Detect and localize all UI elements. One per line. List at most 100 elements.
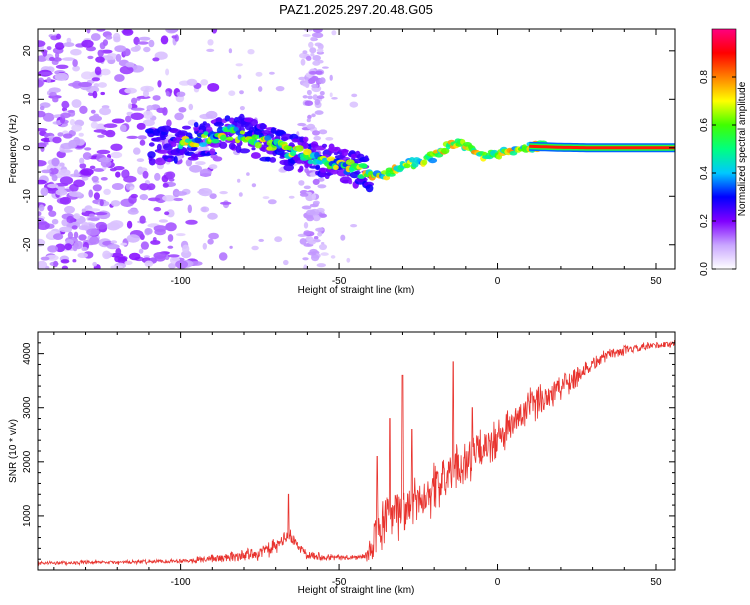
noise-blob [162,195,176,202]
noise-blob [131,97,138,105]
noise-blob [53,233,64,241]
ridge-halo-blob [213,121,225,127]
noise-blob [109,220,124,229]
noise-blob [95,123,107,131]
noise-blob [47,245,58,253]
ridge-blob [193,143,200,148]
snr-xtick-label: -100 [171,577,191,588]
noise-blob [139,194,148,201]
noise-blob [87,217,100,221]
snr-ytick-label: 1000 [22,504,33,527]
noise-blob [306,89,312,96]
noise-blob [144,228,153,235]
colorbar-gradient [711,28,737,270]
noise-blob [64,205,75,214]
noise-blob [316,263,326,268]
noise-blob [119,65,134,75]
noise-blob [158,219,168,223]
ridge-halo-blob [250,119,258,127]
colorbar-label: Normalized spectral amplitude [737,81,748,216]
noise-blob [246,172,250,176]
noise-blob [310,52,315,57]
noise-blob [340,234,346,241]
noise-blob [305,55,312,61]
noise-blob [167,245,174,249]
noise-blob [73,213,81,220]
noise-blob [165,29,178,34]
noise-blob [237,74,242,80]
noise-blob [59,196,72,205]
noise-blob [162,183,169,188]
snr-ytick-label: 3000 [22,396,33,419]
ridge-halo-blob [348,179,353,185]
noise-blob [59,149,73,153]
noise-blob [115,53,122,62]
noise-blob [38,238,46,247]
noise-blob [88,213,95,218]
noise-blob [251,183,257,188]
noise-blob [316,95,325,100]
ridge-halo-blob [156,143,162,152]
noise-blob [138,248,144,254]
ridge-halo-blob [154,157,166,166]
noise-blob [51,157,60,167]
noise-blob [71,225,78,230]
snr-axes: -100 -50 0 50 1000 2000 3000 4000 [22,331,675,588]
noise-blob [312,130,320,136]
noise-blob [105,35,113,40]
noise-blob [55,189,68,196]
noise-blob [208,232,220,240]
noise-blob [111,118,125,124]
noise-blob [302,95,308,99]
noise-blob [157,80,162,88]
ridge-halo-blob [162,155,174,159]
noise-blob [174,191,187,196]
noise-blob [207,212,218,220]
noise-blob [114,74,125,82]
ridge-halo-blob [260,146,268,153]
noise-blob [307,95,313,100]
noise-blob [40,144,45,152]
noise-blob [351,93,358,98]
spectrogram-xtick-label: -50 [332,276,347,287]
ridge-halo-blob [157,149,169,154]
ridge-halo-blob [364,155,369,162]
noise-blob [92,261,98,267]
noise-blob [61,219,68,227]
noise-blob [62,102,70,109]
noise-blob [109,168,117,172]
noise-blob [93,113,100,119]
noise-blob [87,55,94,60]
noise-blob [311,33,319,38]
ridge-halo-blob [170,141,177,148]
spectrogram-xtick-label: 0 [495,276,501,287]
noise-blob [110,200,121,207]
noise-blob [350,224,358,228]
noise-blob [153,207,162,212]
ridge-blob [251,134,259,140]
ridge-halo-blob [148,158,156,166]
ridge-blob [264,135,272,142]
noise-blob [140,241,149,250]
ridge-blob [509,150,518,156]
noise-blob [174,112,184,121]
noise-blob [255,71,263,77]
snr-xtick-label: 0 [495,577,501,588]
noise-blob [306,123,316,130]
noise-blob [90,109,96,114]
noise-blob [40,256,50,261]
ridge-blob [403,163,411,169]
noise-blob [89,165,96,170]
noise-blob [90,121,98,129]
ridge-blob [198,142,207,148]
noise-blob [81,208,86,213]
ridge-blob [203,131,209,136]
noise-blob [247,49,255,55]
noise-blob [349,101,359,108]
noise-blob [202,242,207,250]
noise-blob [53,260,59,268]
noise-blob [219,191,228,195]
noise-blob [185,159,193,167]
noise-blob [133,147,141,155]
noise-blob [38,204,45,212]
